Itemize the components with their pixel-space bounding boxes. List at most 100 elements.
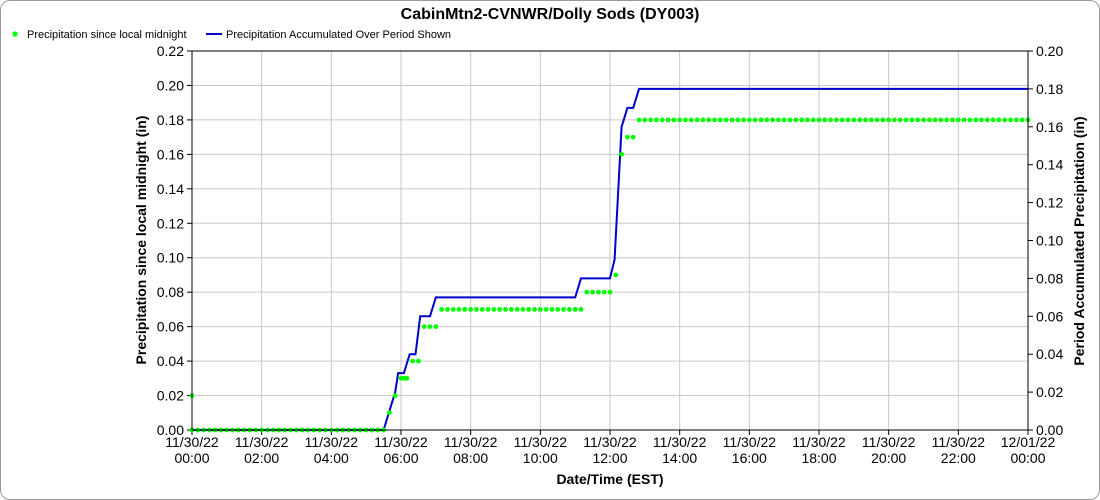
data-point xyxy=(537,307,543,312)
data-point xyxy=(955,117,961,123)
data-point xyxy=(834,117,839,123)
tick-label-right: 0.04 xyxy=(1036,346,1063,362)
data-point xyxy=(741,117,746,123)
tick-label-x-date: 11/30/22 xyxy=(514,434,568,450)
data-point xyxy=(561,307,566,312)
series-accumulated xyxy=(192,87,1028,431)
data-point xyxy=(636,117,642,123)
data-point xyxy=(474,307,479,312)
data-point xyxy=(601,289,607,295)
tick-label-left: 0.22 xyxy=(157,43,184,59)
data-point xyxy=(514,307,520,312)
data-point xyxy=(973,117,979,123)
tick-label-left: 0.16 xyxy=(157,146,184,162)
tick-label-x-time: 22:00 xyxy=(941,450,976,466)
data-point xyxy=(1013,117,1019,123)
data-point xyxy=(433,324,439,330)
data-point xyxy=(532,307,537,312)
right-axis-ticks: 0.00 0.02 0.04 0.06 0.08 0.10 0.12 0.14 0.16 0.18… xyxy=(1028,43,1063,438)
data-point xyxy=(578,307,584,312)
data-point xyxy=(619,151,625,157)
data-point xyxy=(816,117,822,123)
tick-label-x-date: 11/30/22 xyxy=(583,434,637,450)
tick-label-x-time: 18:00 xyxy=(801,450,836,466)
data-point xyxy=(851,117,857,123)
data-point xyxy=(439,307,445,312)
data-point xyxy=(799,117,804,123)
tick-label-left: 0.20 xyxy=(157,77,184,93)
data-point xyxy=(508,307,514,312)
tick-label-x-date: 11/30/22 xyxy=(932,434,986,450)
accumulated-line xyxy=(192,87,1028,431)
data-point xyxy=(543,307,549,312)
data-point xyxy=(392,393,398,398)
data-point xyxy=(445,307,450,312)
data-point xyxy=(659,117,665,123)
tick-label-x-time: 12:00 xyxy=(592,450,627,466)
data-point xyxy=(712,117,717,123)
data-point xyxy=(683,117,688,123)
tick-label-x-time: 02:00 xyxy=(244,450,279,466)
data-point xyxy=(1019,117,1025,123)
tick-label-x-time: 16:00 xyxy=(732,450,767,466)
gridlines xyxy=(191,50,1029,431)
data-point xyxy=(915,117,921,123)
data-point xyxy=(572,307,578,312)
data-point xyxy=(996,117,1002,123)
data-point xyxy=(746,117,752,123)
data-point xyxy=(880,117,886,123)
data-point xyxy=(979,117,984,123)
tick-label-x-time: 08:00 xyxy=(453,450,488,466)
data-point xyxy=(485,307,491,312)
tick-label-x-date: 11/30/22 xyxy=(862,434,916,450)
tick-label-left: 0.10 xyxy=(157,250,184,266)
data-point xyxy=(903,117,909,123)
data-point xyxy=(526,307,532,312)
legend-label-line: Precipitation Accumulated Over Period Sh… xyxy=(226,29,451,41)
data-point xyxy=(549,307,555,312)
tick-label-right: 0.02 xyxy=(1036,384,1063,400)
data-point xyxy=(654,117,659,123)
data-point xyxy=(717,117,723,123)
legend-label-points: Precipitation since local midnight xyxy=(27,29,187,41)
data-point xyxy=(566,307,572,312)
tick-label-x-date: 11/30/22 xyxy=(723,434,777,450)
data-point xyxy=(926,117,932,123)
data-point xyxy=(497,307,503,312)
tick-label-left: 0.06 xyxy=(157,319,184,335)
tick-label-x-time: 14:00 xyxy=(662,450,697,466)
data-point xyxy=(921,117,926,123)
data-point xyxy=(758,117,764,123)
tick-label-x-time: 04:00 xyxy=(314,450,349,466)
tick-label-x-date: 11/30/22 xyxy=(792,434,846,450)
data-point xyxy=(944,117,950,123)
data-point xyxy=(503,307,508,312)
data-point xyxy=(863,117,868,123)
tick-label-x-date: 11/30/22 xyxy=(235,434,289,450)
tick-label-left: 0.14 xyxy=(157,181,184,197)
data-point xyxy=(967,117,973,123)
data-point xyxy=(1002,117,1008,123)
tick-label-x-date: 12/01/22 xyxy=(1001,434,1056,450)
data-point xyxy=(845,117,851,123)
legend: Precipitation since local midnight Preci… xyxy=(12,29,451,41)
data-point xyxy=(590,289,595,295)
data-point xyxy=(607,289,613,295)
tick-label-right: 0.08 xyxy=(1036,270,1063,286)
data-point xyxy=(961,117,967,123)
tick-label-left: 0.00 xyxy=(157,422,184,438)
data-point xyxy=(625,134,630,140)
data-point xyxy=(479,307,485,312)
tick-label-left: 0.08 xyxy=(157,284,184,300)
tick-label-x-time: 00:00 xyxy=(174,450,209,466)
y2-axis-label: Period Accumulated Precipitation (in) xyxy=(1071,116,1087,365)
data-point xyxy=(648,117,654,123)
tick-label-right: 0.14 xyxy=(1036,157,1063,173)
data-point xyxy=(665,117,671,123)
data-point xyxy=(677,117,683,123)
data-point xyxy=(700,117,706,123)
data-point xyxy=(694,117,700,123)
data-point xyxy=(932,117,938,123)
left-axis-ticks: 0.00 0.02 0.04 0.06 0.08 0.10 0.12 0.14 0.16 0.18… xyxy=(157,43,192,438)
